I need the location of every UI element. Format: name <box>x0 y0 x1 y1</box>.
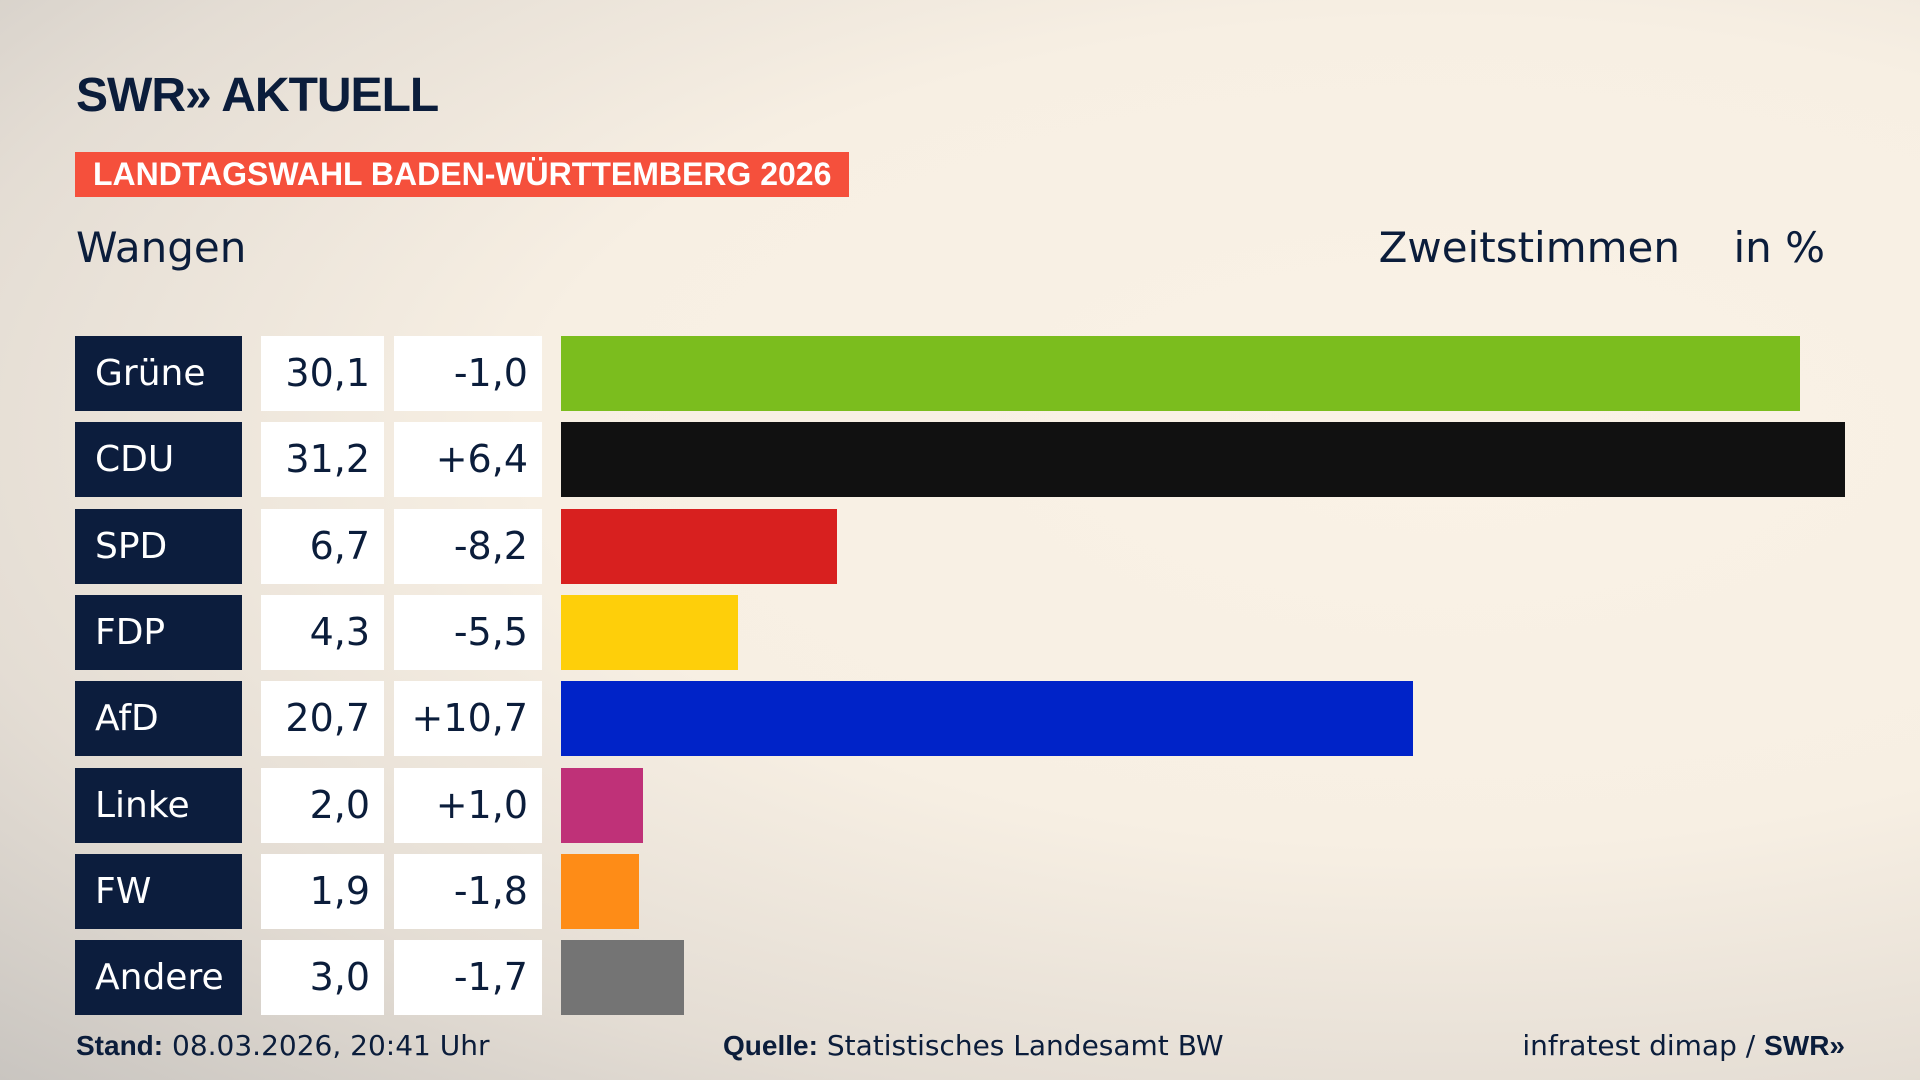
diff-label: -5,5 <box>394 594 542 670</box>
diff-label: +1,0 <box>394 767 542 843</box>
bar <box>561 336 1800 411</box>
value-label: 31,2 <box>261 422 384 498</box>
measure-label: Zweitstimmen <box>1378 223 1680 272</box>
source-label: Quelle: <box>723 1030 818 1061</box>
unit-label: in % <box>1733 223 1825 272</box>
stand-label: Stand: <box>76 1030 164 1061</box>
bar <box>561 853 640 929</box>
bar <box>561 767 644 843</box>
party-name: CDU <box>75 422 242 498</box>
bar <box>561 508 837 584</box>
timestamp: Stand: 08.03.2026, 20:41 Uhr <box>76 1028 489 1064</box>
diff-label: -1,7 <box>394 940 542 1016</box>
value-label: 30,1 <box>261 336 384 411</box>
diff-label: +6,4 <box>394 422 542 498</box>
bar <box>561 422 1845 498</box>
diff-label: -1,0 <box>394 336 542 411</box>
value-label: 2,0 <box>261 767 384 843</box>
party-name: Grüne <box>75 336 242 411</box>
bar <box>561 940 685 1016</box>
credit-text: infratest dimap / <box>1522 1029 1765 1062</box>
diff-label: +10,7 <box>394 681 542 757</box>
swr-aktuell-logo: SWR» AKTUELL <box>76 69 439 122</box>
region-title: Wangen <box>76 223 247 272</box>
stand-value: 08.03.2026, 20:41 Uhr <box>172 1029 490 1062</box>
bar <box>561 681 1413 757</box>
party-name: Andere <box>75 940 242 1016</box>
party-name: AfD <box>75 681 242 757</box>
election-banner: LANDTAGSWAHL BADEN-WÜRTTEMBERG 2026 <box>75 152 850 197</box>
party-name: FW <box>75 853 242 929</box>
source-value: Statistisches Landesamt BW <box>826 1029 1224 1062</box>
value-label: 6,7 <box>261 508 384 584</box>
diff-label: -8,2 <box>394 508 542 584</box>
value-label: 4,3 <box>261 594 384 670</box>
value-label: 20,7 <box>261 681 384 757</box>
source: Quelle: Statistisches Landesamt BW <box>723 1028 1224 1064</box>
diff-label: -1,8 <box>394 853 542 929</box>
party-name: FDP <box>75 594 242 670</box>
credit: infratest dimap / SWR» <box>1522 1028 1845 1064</box>
value-label: 1,9 <box>261 853 384 929</box>
party-name: SPD <box>75 508 242 584</box>
swr-logo: SWR» <box>1764 1030 1845 1061</box>
bar <box>561 594 738 670</box>
value-label: 3,0 <box>261 940 384 1016</box>
party-name: Linke <box>75 767 242 843</box>
